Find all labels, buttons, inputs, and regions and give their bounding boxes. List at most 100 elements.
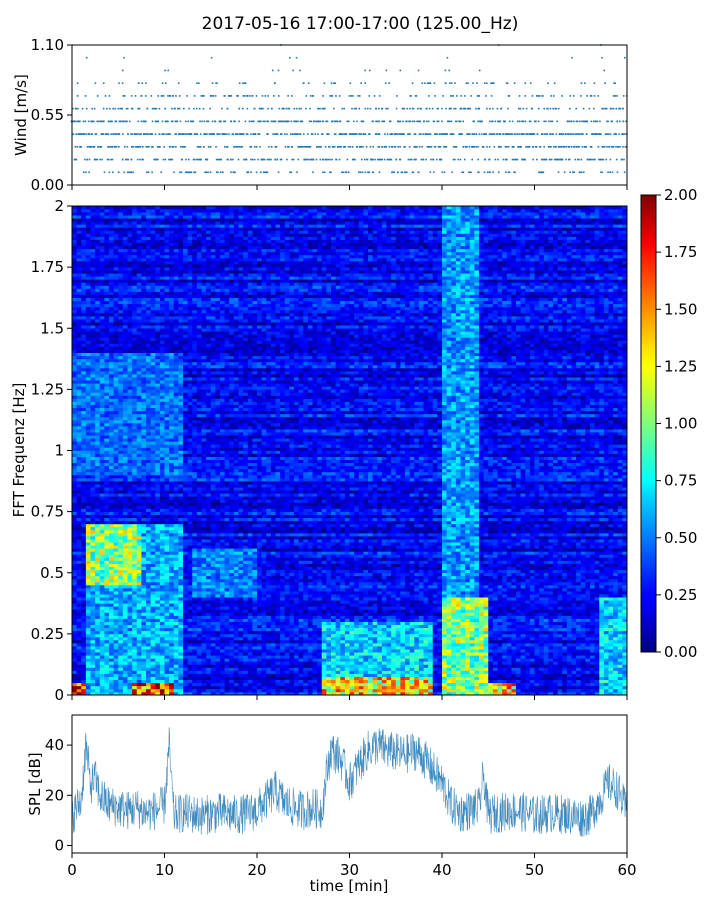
spectrogram-cell: [516, 689, 521, 692]
spectrogram-cell: [535, 625, 540, 628]
spectrogram-cell: [192, 661, 197, 664]
spectrogram-cell: [183, 646, 188, 649]
spectrogram-cell: [266, 631, 271, 634]
spectrogram-cell: [326, 625, 331, 628]
wind-point: [307, 133, 309, 135]
spectrogram-cell: [502, 640, 507, 643]
spectrogram-cell: [350, 631, 355, 634]
wind-point: [206, 121, 208, 123]
spectrogram-cell: [72, 646, 77, 649]
spectrogram-cell: [220, 637, 225, 640]
spectrogram-cell: [488, 671, 493, 674]
spectrogram-cell: [391, 655, 396, 658]
spectrogram-cell: [178, 686, 183, 689]
wind-point: [552, 108, 554, 110]
spectrogram-cell: [271, 631, 276, 634]
spectrogram-cell: [345, 652, 350, 655]
wind-point: [623, 95, 625, 97]
spectrogram-cell: [410, 655, 415, 658]
spectrogram-cell: [609, 671, 614, 674]
spectrogram-cell: [530, 655, 535, 658]
spectrogram-cell: [447, 652, 452, 655]
spectrogram-cell: [326, 646, 331, 649]
spectrogram-cell: [562, 683, 567, 686]
spectrogram-cell: [248, 671, 253, 674]
wind-point: [211, 57, 213, 59]
spectrogram-cell: [225, 661, 230, 664]
spectrogram-cell: [516, 658, 521, 661]
spectrogram-cell: [599, 643, 604, 646]
spectrogram-cell: [567, 671, 572, 674]
wind-point: [177, 108, 179, 110]
spectrogram-cell: [141, 612, 146, 615]
spectrogram-cell: [530, 628, 535, 631]
spectrogram-cell: [414, 619, 419, 622]
spectrogram-cell: [118, 680, 123, 683]
spectrogram-cell: [359, 625, 364, 628]
spectrogram-cell: [266, 646, 271, 649]
spectrogram-cell: [599, 671, 604, 674]
spectrogram-cell: [419, 640, 424, 643]
wind-point: [355, 108, 357, 110]
spectrogram-cell: [206, 664, 211, 667]
spectrogram-cell: [257, 628, 262, 631]
spectrogram-cell: [377, 664, 382, 667]
spectrogram-cell: [169, 674, 174, 677]
spectrogram-cell: [359, 646, 364, 649]
spectrogram-cell: [488, 686, 493, 689]
spectrogram-cell: [100, 643, 105, 646]
spectrogram-cell: [229, 661, 234, 664]
spectrogram-cell: [128, 686, 133, 689]
wind-point: [308, 159, 310, 161]
spectrogram-cell: [128, 664, 133, 667]
spectrogram-cell: [220, 671, 225, 674]
spectrogram-cell: [609, 628, 614, 631]
spectrogram-cell: [359, 616, 364, 619]
spectrogram-cell: [262, 671, 267, 674]
spectrogram-cell: [498, 667, 503, 670]
wind-point: [94, 108, 96, 110]
spectrogram-cell: [123, 667, 128, 670]
spectrogram-cell: [266, 680, 271, 683]
wind-point: [126, 121, 128, 123]
spectrogram-cell: [562, 628, 567, 631]
spectrogram-cell: [479, 646, 484, 649]
spectrogram-cell: [548, 671, 553, 674]
wind-point: [278, 70, 280, 72]
spectrogram-cell: [530, 664, 535, 667]
spectrogram-cell: [243, 640, 248, 643]
spectrogram-cell: [285, 680, 290, 683]
wind-point: [491, 95, 493, 97]
wind-point: [345, 171, 347, 173]
spectrogram-cell: [202, 619, 207, 622]
spectrogram-cell: [502, 646, 507, 649]
wind-point: [291, 95, 293, 97]
wind-point: [397, 146, 399, 148]
spectrogram-cell: [276, 649, 281, 652]
spectrogram-cell: [558, 667, 563, 670]
spectrogram-cell: [104, 637, 109, 640]
wind-point: [593, 108, 595, 110]
wind-point: [249, 121, 251, 123]
spectrogram-cell: [599, 628, 604, 631]
spectrogram-cell: [239, 677, 244, 680]
wind-point: [96, 121, 98, 123]
spectrogram-cell: [535, 652, 540, 655]
spectrogram-cell: [114, 683, 119, 686]
spectrogram-cell: [132, 683, 137, 686]
spectrogram-cell: [243, 683, 248, 686]
wind-point: [360, 82, 362, 84]
spectrogram-cell: [151, 643, 156, 646]
spectrogram-cell: [137, 628, 142, 631]
spectrogram-cell: [280, 667, 285, 670]
spectrogram-cell: [299, 616, 304, 619]
wind-point: [80, 146, 82, 148]
spectrogram-cell: [192, 686, 197, 689]
spectrogram-cell: [599, 619, 604, 622]
wind-point: [250, 133, 252, 135]
spectrogram-cell: [322, 643, 327, 646]
spectrogram-cell: [104, 628, 109, 631]
spectrogram-cell: [447, 677, 452, 680]
spectrogram-cell: [609, 655, 614, 658]
